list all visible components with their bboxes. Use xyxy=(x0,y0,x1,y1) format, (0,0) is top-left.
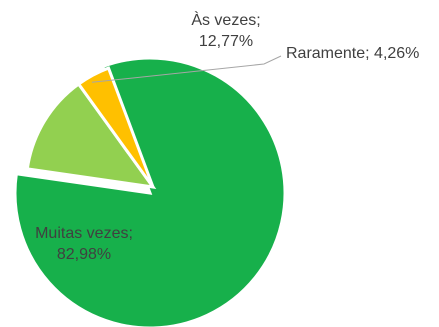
data-label-raramente: Raramente; 4,26% xyxy=(286,45,419,62)
data-labels: Muitas vezes; 82,98% Às vezes; 12,77% Rarame… xyxy=(35,10,419,263)
data-label-line: Raramente; 4,26% xyxy=(286,45,419,62)
pie-slice-as-vezes xyxy=(25,81,157,189)
data-label-line: 82,98% xyxy=(57,246,111,263)
data-label-line: 12,77% xyxy=(199,33,253,50)
data-label-line: Muitas vezes; xyxy=(35,225,133,242)
data-label-muitas-vezes: Muitas vezes; 82,98% xyxy=(35,225,133,263)
data-label-line: Às vezes; xyxy=(191,10,260,29)
pie-slice-raramente xyxy=(76,66,155,188)
pie-slice-muitas-vezes xyxy=(13,56,287,327)
leader-lines xyxy=(91,55,282,83)
pie-slices xyxy=(13,56,287,327)
data-label-as-vezes: Às vezes; 12,77% xyxy=(191,10,260,50)
leader-line-raramente xyxy=(91,55,282,83)
